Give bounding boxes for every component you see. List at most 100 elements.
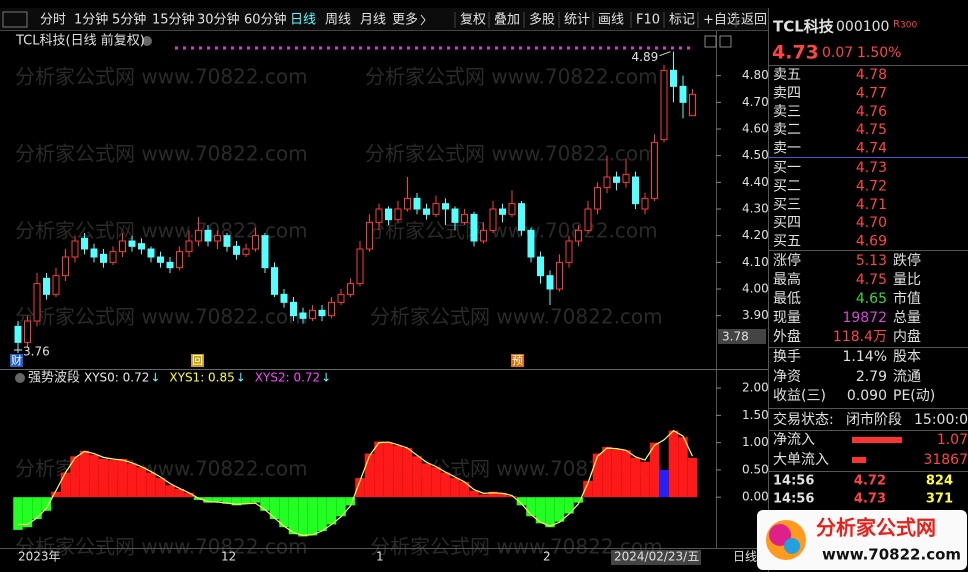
tool-button[interactable]: 统计 — [564, 13, 590, 28]
y-tick-label: 0.00 — [742, 490, 769, 504]
candle-body — [318, 309, 326, 317]
tool-button[interactable]: F10 — [636, 13, 660, 28]
indicator-bar — [79, 450, 90, 498]
tool-button[interactable]: +自选 — [703, 13, 740, 28]
period-tab[interactable]: 更多 — [392, 12, 418, 28]
y-tick-label: 4.10 — [742, 255, 769, 269]
candle-body — [223, 235, 231, 247]
change: 0.07 — [822, 45, 853, 61]
indicator-bar — [640, 461, 650, 498]
indicator-bar — [250, 497, 261, 503]
indicator-bar — [431, 467, 441, 498]
stat-value: 4.65 — [856, 291, 887, 307]
stat-label: 换手 — [773, 348, 801, 365]
period-tab[interactable]: 月线 — [360, 13, 386, 28]
watermark: 分析家公式网 www.70822.com — [15, 305, 308, 329]
watermark: 分析家公式网 www.70822.com — [365, 65, 658, 89]
period-tab[interactable]: 5分钟 — [112, 12, 146, 28]
legend-value: XYS0: 0.72 — [84, 371, 149, 385]
ask-price: 4.77 — [856, 85, 887, 101]
y-tick-label: 4.00 — [742, 282, 769, 296]
indicator-bar — [659, 469, 669, 498]
status-label: 交易状态: — [773, 411, 834, 428]
indicator-line — [18, 429, 694, 536]
period-tab[interactable]: 60分钟 — [244, 12, 287, 28]
period-label[interactable]: 日线 — [733, 550, 757, 564]
event-marker[interactable] — [511, 354, 524, 367]
ask-price: 4.74 — [856, 141, 887, 157]
candle-body — [328, 301, 335, 317]
indicator-bar — [526, 497, 536, 517]
stat-value: 1.14% — [843, 349, 887, 365]
stat-label: 市值 — [893, 290, 921, 307]
candle-body — [242, 248, 250, 255]
event-marker[interactable] — [191, 354, 204, 367]
tool-button[interactable]: 复权 — [460, 12, 486, 28]
candle-body — [375, 208, 383, 223]
candle-body — [309, 309, 316, 319]
candle-body — [147, 248, 155, 258]
stat-value: 118.4万 — [833, 329, 887, 345]
period-tab[interactable]: 分时 — [40, 13, 66, 28]
candle-body — [461, 213, 468, 223]
period-tab[interactable]: 1分钟 — [74, 12, 108, 28]
candle-body — [43, 277, 50, 295]
tool-button[interactable]: 多股 — [529, 12, 555, 28]
tool-button[interactable]: 返回 — [741, 13, 767, 28]
indicator-bar — [469, 490, 479, 498]
low-label: 3.76 — [23, 345, 50, 359]
candle-body — [451, 208, 459, 223]
watermark: 分析家公式网 www.70822.com — [370, 305, 663, 329]
y-tick-label: 4.40 — [742, 175, 769, 189]
indicator-bar — [564, 497, 574, 514]
menu-icon[interactable] — [2, 11, 28, 28]
indicator-bar — [583, 480, 593, 498]
indicator-bar — [326, 497, 337, 525]
candle-body — [527, 229, 535, 258]
bid-price: 4.72 — [856, 178, 887, 194]
indicator-bar — [488, 491, 498, 498]
candle-body — [651, 141, 658, 199]
indicator-bar — [203, 497, 213, 503]
period-tab[interactable]: 30分钟 — [197, 12, 240, 28]
logo-name: 分析家公式网 — [816, 516, 936, 540]
window-button[interactable] — [704, 35, 717, 48]
flow-label: 大单流入 — [773, 452, 829, 468]
candle-body — [537, 256, 544, 277]
tool-button[interactable]: 画线 — [598, 13, 624, 28]
ask-label: 卖二 — [773, 122, 801, 138]
indicator-bar — [60, 472, 71, 498]
cursor-box — [718, 329, 766, 344]
stat-value: 19872 — [842, 310, 887, 326]
indicator-bar — [41, 497, 52, 511]
tool-button[interactable]: 叠加 — [494, 13, 520, 28]
indicator-bar — [146, 472, 156, 498]
ask-label: 卖四 — [773, 85, 801, 101]
indicator-bar — [535, 497, 546, 524]
flow-bar — [852, 457, 866, 463]
indicator-bar — [630, 457, 641, 498]
period-tab[interactable]: 日线 — [290, 13, 316, 28]
window-button[interactable] — [719, 35, 732, 48]
indicator-icon — [15, 373, 25, 383]
indicator-bar — [288, 497, 299, 535]
high-label: 4.89 — [632, 50, 659, 64]
y-tick-label: 0.50 — [742, 462, 769, 476]
stat-label: 外盘 — [773, 328, 801, 345]
candle-body — [613, 176, 620, 183]
status: 闭市阶段 — [846, 411, 902, 428]
event-marker[interactable] — [10, 354, 23, 367]
bid-price: 4.71 — [856, 197, 887, 213]
period-tab[interactable]: 周线 — [325, 13, 351, 28]
period-tab[interactable]: 15分钟 — [152, 12, 195, 28]
watermark: 分析家公式网 www.70822.com — [15, 142, 308, 166]
candle-body — [679, 85, 687, 103]
y-tick-label: 3.90 — [742, 308, 769, 322]
indicator-bar — [22, 497, 33, 528]
tool-button[interactable]: 标记 — [669, 13, 695, 28]
trade-price: 4.73 — [854, 492, 886, 507]
candle-body — [622, 173, 630, 183]
candle-body — [689, 93, 696, 117]
